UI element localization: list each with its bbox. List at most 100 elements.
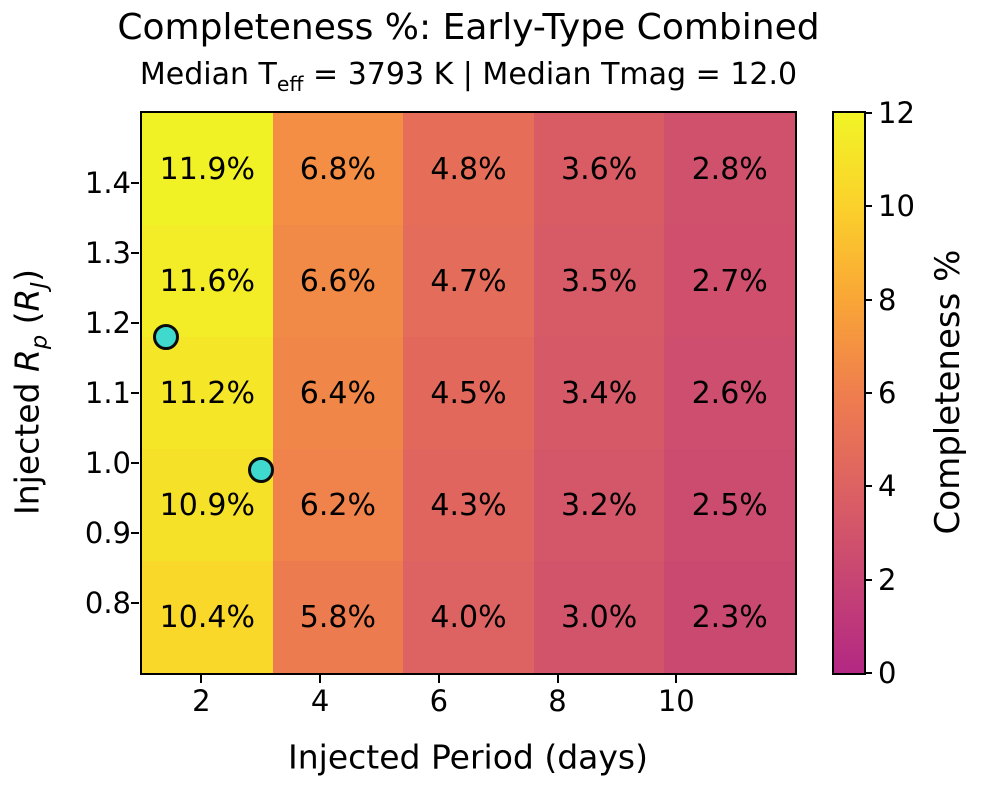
heatmap-cell: 2.5%	[664, 449, 795, 561]
cell-value-label: 2.7%	[691, 263, 768, 299]
cell-value-label: 11.2%	[159, 375, 255, 411]
colorbar-tick-mark	[864, 112, 872, 114]
subtitle-subscript: eff	[276, 72, 304, 96]
y-tick-label: 1.4	[84, 166, 131, 200]
x-tick-mark	[200, 675, 203, 683]
cell-value-label: 4.0%	[430, 599, 507, 635]
x-tick-mark	[319, 675, 322, 683]
heatmap-cell: 11.6%	[142, 225, 273, 337]
cell-value-label: 10.4%	[159, 599, 255, 635]
colorbar-tick-mark	[864, 485, 872, 488]
y-tick-label: 1.1	[84, 376, 131, 410]
heatmap-cell: 5.8%	[272, 561, 404, 673]
subtitle-prefix: Median T	[139, 57, 277, 92]
cell-value-label: 11.9%	[159, 151, 255, 187]
heatmap-cell: 11.2%	[142, 337, 273, 449]
planet-marker-icon	[152, 324, 179, 350]
cell-value-label: 10.9%	[159, 487, 255, 523]
subtitle-suffix: = 3793 K | Median Tmag = 12.0	[303, 57, 798, 92]
x-tick-mark	[437, 675, 440, 683]
cell-value-label: 2.8%	[691, 151, 768, 187]
y-tick-label: 1.2	[84, 306, 131, 340]
cell-value-label: 2.6%	[691, 375, 768, 411]
heatmap-cell: 2.7%	[664, 225, 795, 337]
y-axis-label-part: R	[7, 349, 47, 373]
cell-value-label: 4.7%	[430, 263, 507, 299]
y-axis-label-part: p	[26, 334, 53, 350]
cell-value-label: 4.8%	[430, 151, 507, 187]
y-tick-mark	[131, 602, 139, 604]
cell-value-label: 2.3%	[691, 599, 768, 635]
y-tick-mark	[131, 322, 139, 324]
y-tick-label: 0.9	[84, 516, 131, 550]
cell-value-label: 6.6%	[299, 263, 376, 299]
planet-marker-icon	[247, 457, 274, 483]
colorbar-gradient	[834, 113, 864, 673]
x-tick-mark	[675, 675, 678, 683]
heatmap-cell: 3.5%	[533, 225, 665, 337]
y-tick-mark	[131, 182, 139, 184]
y-tick-label: 0.8	[84, 586, 131, 620]
colorbar-tick-label: 10	[878, 189, 915, 224]
colorbar-tick-mark	[864, 672, 872, 674]
colorbar-tick-label: 2	[878, 562, 897, 597]
cell-value-label: 3.4%	[560, 375, 638, 411]
x-tick-label: 10	[657, 684, 695, 718]
colorbar-tick-mark	[864, 578, 872, 581]
x-tick-label: 4	[310, 684, 330, 718]
colorbar-tick-label: 4	[878, 469, 897, 504]
heatmap-cell: 6.6%	[272, 225, 404, 337]
colorbar	[832, 111, 866, 675]
x-tick-label: 8	[548, 684, 567, 718]
colorbar-tick-label: 0	[878, 656, 897, 690]
cell-value-label: 11.6%	[159, 263, 255, 299]
cell-value-label: 3.0%	[560, 599, 638, 635]
y-tick-mark	[131, 252, 139, 254]
y-tick-mark	[131, 462, 139, 464]
heatmap-cells: 11.9% 6.8% 4.8% 3.6% 2.8% 11.6% 6.6% 4.7% 3.5% 2.…	[142, 113, 795, 673]
y-axis-label-part: )	[7, 269, 47, 282]
heatmap-cell: 3.0%	[533, 561, 665, 673]
heatmap-cell: 10.4%	[142, 561, 273, 673]
colorbar-tick-mark	[864, 205, 872, 208]
y-tick-mark	[131, 392, 139, 394]
y-axis-label-part: J	[26, 281, 53, 289]
y-axis-label-part: Injected	[7, 372, 47, 515]
y-axis-label-part: (	[7, 311, 47, 335]
figure-title: Completeness %: Early-Type Combined	[117, 7, 820, 48]
colorbar-tick-label: 6	[878, 376, 897, 410]
colorbar-label: Completeness %	[928, 249, 968, 535]
heatmap-cell: 2.6%	[664, 337, 795, 449]
cell-value-label: 6.2%	[299, 487, 376, 523]
heatmap-cell: 4.3%	[403, 449, 534, 561]
cell-value-label: 4.3%	[430, 487, 507, 523]
heatmap-cell: 3.2%	[533, 449, 665, 561]
colorbar-tick-mark	[864, 392, 872, 394]
x-tick-label: 6	[429, 684, 449, 718]
cell-value-label: 5.8%	[299, 599, 376, 635]
colorbar-tick-mark	[864, 298, 872, 301]
x-axis-label: Injected Period (days)	[288, 737, 648, 777]
heatmap-cell: 2.8%	[664, 113, 795, 225]
x-tick-mark	[556, 675, 559, 683]
y-tick-label: 1.0	[84, 446, 131, 480]
heatmap-cell: 4.8%	[403, 113, 534, 225]
heatmap-cell: 11.9%	[142, 113, 273, 225]
heatmap-cell: 2.3%	[664, 561, 795, 673]
y-tick-mark	[131, 532, 139, 534]
cell-value-label: 3.5%	[560, 263, 638, 299]
cell-value-label: 6.4%	[299, 375, 376, 411]
heatmap-cell: 6.8%	[272, 113, 404, 225]
heatmap-cell: 4.0%	[403, 561, 534, 673]
heatmap-cell: 3.6%	[533, 113, 665, 225]
y-axis-label-part: R	[7, 288, 47, 312]
colorbar-tick-label: 8	[878, 282, 897, 317]
heatmap-cell: 4.7%	[403, 225, 534, 337]
y-axis-label: Injected Rp (RJ)	[8, 269, 53, 515]
cell-value-label: 3.2%	[560, 487, 638, 523]
x-tick-label: 2	[192, 684, 211, 718]
figure-subtitle: Median Teff = 3793 K | Median Tmag = 12.…	[0, 56, 937, 103]
cell-value-label: 6.8%	[299, 151, 376, 187]
cell-value-label: 3.6%	[560, 151, 638, 187]
